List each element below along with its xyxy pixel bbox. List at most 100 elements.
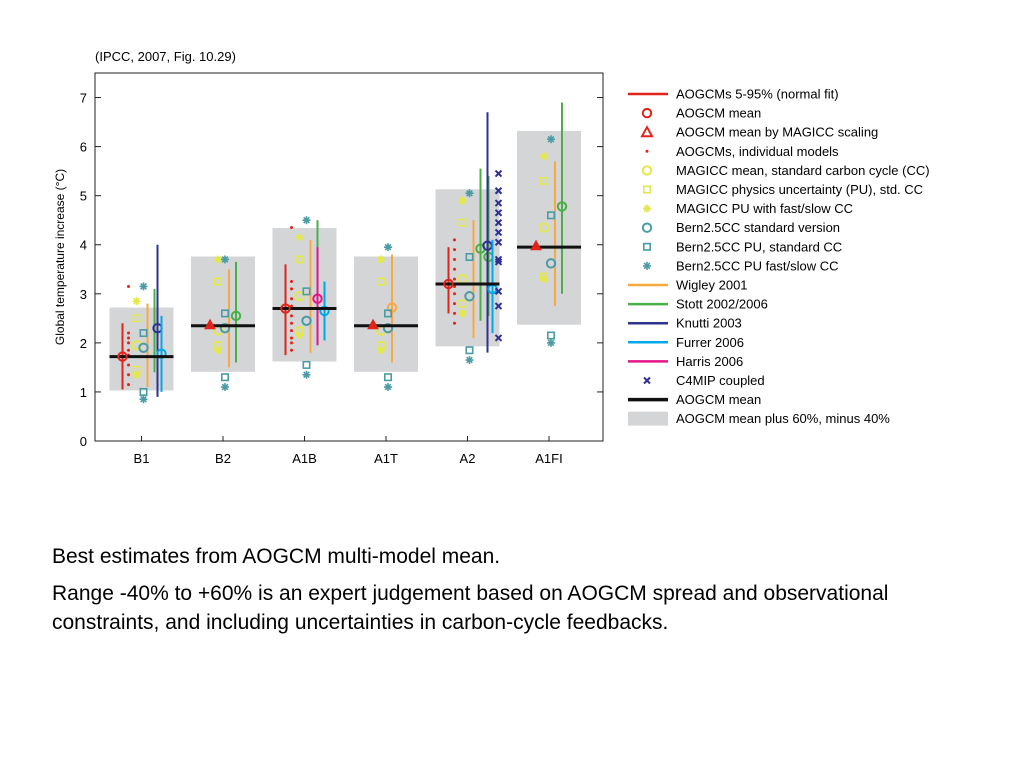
legend-label: AOGCM mean by MAGICC scaling: [676, 125, 878, 140]
legend-label: Stott 2002/2006: [676, 297, 768, 312]
legend-item: Stott 2002/2006: [628, 297, 768, 312]
bern-pu-fastslow-star: [547, 338, 555, 347]
legend: AOGCMs 5-95% (normal fit) AOGCM mean AOGCM…: [628, 87, 930, 426]
bern-pu-std-square: [383, 373, 392, 382]
bern-pu-fastslow-star: [221, 255, 229, 264]
y-tick-label: 0: [80, 434, 87, 449]
legend-label: Wigley 2001: [676, 278, 748, 293]
legend-label: AOGCM mean plus 60%, minus 40%: [676, 411, 890, 426]
range-box: [109, 307, 174, 391]
legend-item: Knutti 2003: [628, 316, 742, 331]
aogcm-individual-dot: [290, 304, 293, 308]
aogcm-mean-circle: [117, 351, 128, 362]
legend-item: AOGCM mean by MAGICC scaling: [640, 125, 878, 140]
legend-item: C4MIP coupled: [643, 373, 765, 388]
bern-pu-std-square: [383, 309, 392, 318]
scenario-b2: [191, 255, 255, 392]
legend-label: AOGCM mean: [676, 106, 761, 121]
x-tick-label: B1: [134, 451, 150, 466]
legend-item: AOGCMs 5-95% (normal fit): [628, 87, 839, 102]
legend-item: AOGCM mean: [628, 392, 761, 407]
plot-area: 0 1 2 3 4 5 6 7 B1 B2 A1B A1T A2 A1FI: [80, 91, 603, 466]
aogcm-individual-dot: [453, 248, 456, 252]
bern-pu-std-square: [465, 253, 474, 262]
bern-pu-fastslow-star: [221, 383, 229, 392]
legend-circle-swatch: [641, 165, 653, 176]
magicc-pu-std-square: [376, 277, 385, 286]
bern-pu-std-square: [221, 373, 230, 382]
aogcm-individual-dot: [290, 314, 293, 318]
x-tick-label: B2: [215, 451, 231, 466]
c4mip-cross: [494, 287, 503, 296]
magicc-pu-std-square: [132, 314, 141, 323]
aogcm-individual-dot: [453, 321, 456, 325]
aogcm-individual-dot: [290, 348, 293, 352]
aogcm-individual-dot: [453, 311, 456, 315]
magicc-pu-fastslow-star: [295, 331, 304, 340]
stott-mean-circle: [230, 310, 242, 322]
bern-pu-std-square: [302, 360, 311, 369]
legend-circle-swatch: [641, 222, 653, 233]
c4mip-cross: [494, 187, 503, 195]
aogcm-individual-dot: [290, 341, 293, 345]
legend-label: Bern2.5CC PU fast/slow CC: [676, 258, 839, 273]
magicc-pu-fastslow-star: [540, 275, 548, 284]
x-tick-label: A1T: [374, 451, 398, 466]
legend-box-swatch: [628, 411, 668, 426]
y-tick-label: 1: [80, 385, 87, 400]
aogcm-individual-dot: [453, 238, 456, 242]
aogcm-individual-dot: [290, 321, 293, 325]
legend-label: MAGICC PU with fast/slow CC: [676, 201, 853, 216]
bern-standard-circle: [545, 258, 557, 269]
harris-mean-circle: [312, 293, 323, 304]
wigley-mean-circle: [386, 302, 398, 313]
bern-pu-fastslow-star: [139, 282, 148, 291]
c4mip-cross: [494, 218, 503, 227]
scenario-a2: [435, 112, 503, 365]
legend-item: MAGICC mean, standard carbon cycle (CC): [641, 163, 930, 178]
bern-pu-std-square: [139, 329, 148, 338]
aogcm-individual-dot: [127, 331, 130, 335]
bern-pu-std-square: [139, 387, 148, 396]
bern-pu-fastslow-star: [465, 356, 474, 365]
magicc-pu-fastslow-star: [377, 346, 385, 355]
magicc-pu-std-square: [539, 176, 548, 185]
magicc-pu-fastslow-star: [458, 309, 467, 318]
legend-label: Bern2.5CC PU, standard CC: [676, 239, 842, 254]
aogcm-magicc-scaling-triangle: [530, 239, 542, 251]
range-box: [435, 189, 500, 347]
magicc-pu-fastslow-star: [132, 370, 141, 379]
caption-range-explanation: Range -40% to +60% is an expert judgemen…: [52, 582, 889, 634]
bern-pu-fastslow-star: [384, 383, 392, 392]
x-tick-label: A2: [460, 451, 476, 466]
magicc-pu-fastslow-star: [377, 255, 385, 264]
legend-item: Bern2.5CC standard version: [641, 220, 840, 235]
legend-label: AOGCMs, individual models: [676, 144, 839, 159]
magicc-mean-circle: [538, 222, 550, 233]
bern-standard-circle: [219, 322, 231, 334]
bern-pu-std-square: [546, 331, 555, 340]
aogcm-individual-dot: [453, 302, 456, 306]
aogcm-individual-dot: [127, 336, 130, 340]
magicc-pu-std-square: [458, 299, 467, 308]
c4mip-cross: [494, 199, 503, 207]
magicc-pu-fastslow-star: [540, 152, 548, 161]
c4mip-cross: [494, 209, 503, 217]
bern-pu-fastslow-star: [547, 135, 555, 144]
plot-frame: [94, 72, 604, 442]
bern-pu-fastslow-star: [465, 189, 474, 198]
x-tick-label: A1B: [292, 451, 317, 466]
magicc-pu-fastslow-star: [132, 297, 141, 306]
legend-star-swatch: [643, 261, 651, 270]
c4mip-cross: [494, 258, 503, 266]
aogcm-magicc-scaling-triangle: [367, 318, 379, 330]
bern-pu-std-square: [221, 309, 230, 318]
bern-pu-fastslow-star: [302, 370, 311, 379]
magicc-pu-std-square: [458, 218, 467, 227]
magicc-pu-fastslow-star: [214, 255, 222, 264]
legend-label: C4MIP coupled: [676, 373, 765, 388]
magicc-pu-fastslow-star: [214, 346, 222, 355]
legend-cross-swatch: [643, 376, 651, 385]
range-box: [354, 256, 418, 372]
aogcm-individual-dot: [290, 280, 293, 284]
